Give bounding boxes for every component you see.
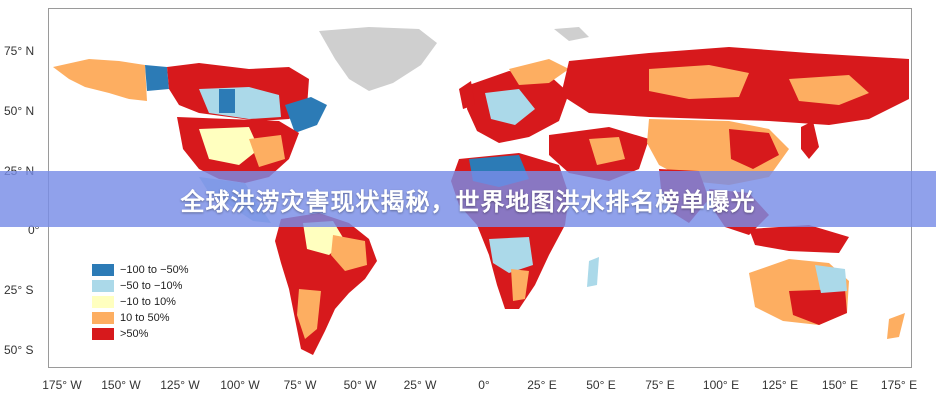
new-zealand-region xyxy=(887,313,905,339)
legend-swatch xyxy=(92,328,114,340)
map-legend: −100 to −50% −50 to −10% −10 to 10% 10 t… xyxy=(92,262,189,342)
lon-label-175w: 175° W xyxy=(42,378,82,392)
queensland-region xyxy=(815,265,847,293)
canada-manitoba-region xyxy=(219,89,235,113)
lon-label-175e: 175° E xyxy=(880,378,918,392)
usa-central-region xyxy=(199,127,259,165)
legend-label: −10 to 10% xyxy=(120,296,176,308)
legend-item: −50 to −10% xyxy=(92,278,189,294)
alaska-region xyxy=(53,59,147,101)
indonesia-region xyxy=(749,225,849,253)
legend-swatch xyxy=(92,280,114,292)
legend-label: −50 to −10% xyxy=(120,280,183,292)
title-banner: 全球洪涝灾害现状揭秘，世界地图洪水排名榜单曝光 xyxy=(0,171,936,227)
legend-item: >50% xyxy=(92,326,189,342)
uk-region xyxy=(459,81,475,109)
greenland-region xyxy=(319,27,437,91)
brazil-region xyxy=(331,235,367,271)
china-east-region xyxy=(729,129,779,169)
lat-label-50n: 50° N xyxy=(4,104,35,118)
canada-quebec-region xyxy=(285,97,327,133)
legend-item: −10 to 10% xyxy=(92,294,189,310)
iran-region xyxy=(589,137,625,165)
scandinavia-region xyxy=(509,59,569,85)
world-map xyxy=(53,27,909,355)
legend-item: 10 to 50% xyxy=(92,310,189,326)
lon-label-150e: 150° E xyxy=(821,378,859,392)
page-title: 全球洪涝灾害现状揭秘，世界地图洪水排名榜单曝光 xyxy=(180,187,756,216)
legend-swatch xyxy=(92,296,114,308)
lat-label-75n: 75° N xyxy=(4,44,35,58)
lon-label-75w: 75° W xyxy=(283,378,317,392)
japan-region xyxy=(801,121,819,159)
legend-label: 10 to 50% xyxy=(120,312,170,324)
europe-central-region xyxy=(485,89,535,125)
legend-item: −100 to −50% xyxy=(92,262,189,278)
alaska-yukon-region xyxy=(145,65,169,91)
lon-label-50w: 50° W xyxy=(343,378,377,392)
lon-label-125w: 125° W xyxy=(160,378,200,392)
legend-label: >50% xyxy=(120,328,149,340)
legend-swatch xyxy=(92,312,114,324)
southern-africa-region xyxy=(489,237,533,273)
siberia-region xyxy=(649,65,749,99)
usa-east-region xyxy=(249,135,285,167)
lon-label-50e: 50° E xyxy=(586,378,616,392)
legend-label: −100 to −50% xyxy=(120,264,189,276)
lon-label-75e: 75° E xyxy=(645,378,675,392)
lon-label-0: 0° xyxy=(478,378,490,392)
lon-label-25e: 25° E xyxy=(527,378,557,392)
lon-label-25w: 25° W xyxy=(403,378,437,392)
lat-label-0: 0° xyxy=(28,223,40,237)
south-africa-region xyxy=(511,269,529,301)
australia-east-region xyxy=(789,289,847,325)
east-siberia-region xyxy=(789,75,869,105)
lat-label-25s: 25° S xyxy=(4,283,34,297)
lon-label-100e: 100° E xyxy=(702,378,740,392)
lon-label-150w: 150° W xyxy=(101,378,141,392)
madagascar-region xyxy=(587,257,599,287)
lat-label-50s: 50° S xyxy=(4,343,34,357)
lon-label-100w: 100° W xyxy=(220,378,260,392)
lon-label-125e: 125° E xyxy=(761,378,799,392)
argentina-region xyxy=(297,289,321,339)
svalbard-region xyxy=(554,27,589,41)
legend-swatch xyxy=(92,264,114,276)
